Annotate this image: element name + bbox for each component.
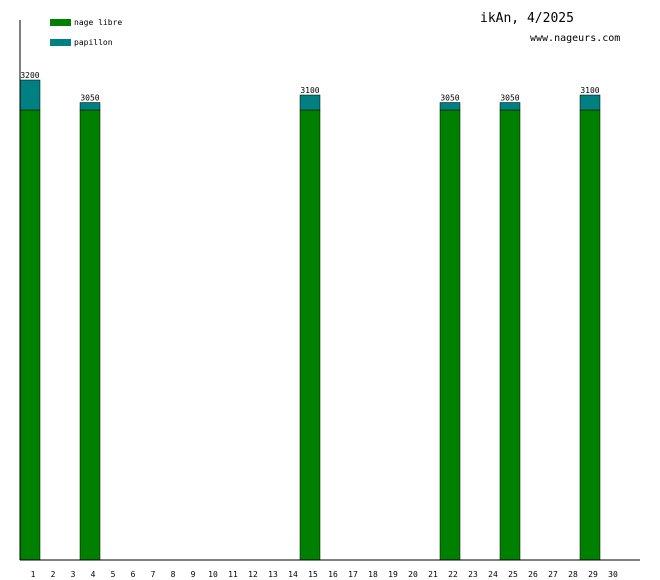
legend: nage libre papillon <box>50 18 122 47</box>
x-tick-label: 8 <box>171 570 176 579</box>
x-tick-labels-group: 1 2 3 4 5 6 7 8 9 10 11 12 13 14 15 16 17 18 19 20 21 22 23 24 2… <box>31 570 618 579</box>
bar-nage-libre-day-4 <box>79 109 101 561</box>
x-tick-label: 26 <box>528 570 538 579</box>
total-label-day-1: 3200 <box>20 71 39 80</box>
bar-nage-libre-day-22 <box>439 109 461 561</box>
bar-nage-libre-day-29 <box>579 109 601 561</box>
total-label-day-25: 3050 <box>500 94 519 103</box>
total-labels-group: 3200 3050 3100 3050 3050 3100 <box>20 71 599 103</box>
bar-papillon-day-15 <box>299 94 321 111</box>
bar-papillon-day-22 <box>439 102 461 111</box>
total-label-day-29: 3100 <box>580 86 599 95</box>
x-tick-label: 19 <box>388 570 398 579</box>
bar-nage-libre-day-25 <box>499 109 521 561</box>
x-tick-label: 25 <box>508 570 518 579</box>
legend-swatch-papillon <box>50 39 71 46</box>
x-tick-label: 29 <box>588 570 598 579</box>
x-tick-label: 14 <box>288 570 298 579</box>
chart-subtitle: www.nageurs.com <box>530 33 620 44</box>
bar-papillon-day-4 <box>79 102 101 111</box>
bar-papillon-day-1 <box>19 79 41 111</box>
bar-papillon-day-29 <box>579 94 601 111</box>
x-tick-label: 13 <box>268 570 278 579</box>
x-tick-label: 9 <box>191 570 196 579</box>
x-tick-label: 30 <box>608 570 618 579</box>
x-tick-label: 21 <box>428 570 438 579</box>
bars-group <box>19 79 601 561</box>
x-tick-label: 18 <box>368 570 378 579</box>
bar-nage-libre-day-15 <box>299 109 321 561</box>
x-tick-label: 10 <box>208 570 218 579</box>
x-tick-label: 17 <box>348 570 358 579</box>
x-tick-label: 12 <box>248 570 258 579</box>
x-tick-label: 27 <box>548 570 558 579</box>
x-tick-label: 20 <box>408 570 418 579</box>
x-tick-label: 2 <box>51 570 56 579</box>
x-tick-label: 11 <box>228 570 238 579</box>
x-tick-label: 28 <box>568 570 578 579</box>
x-tick-label: 4 <box>91 570 96 579</box>
x-tick-label: 16 <box>328 570 338 579</box>
x-tick-label: 6 <box>131 570 136 579</box>
x-tick-label: 1 <box>31 570 36 579</box>
total-label-day-15: 3100 <box>300 86 319 95</box>
bar-nage-libre-day-1 <box>19 109 41 561</box>
total-label-day-4: 3050 <box>80 94 99 103</box>
legend-label-nage-libre: nage libre <box>74 18 122 27</box>
x-tick-label: 23 <box>468 570 478 579</box>
x-tick-label: 15 <box>308 570 318 579</box>
total-label-day-22: 3050 <box>440 94 459 103</box>
legend-swatch-nage-libre <box>50 19 71 26</box>
x-tick-label: 5 <box>111 570 116 579</box>
bar-papillon-day-25 <box>499 102 521 111</box>
x-tick-label: 7 <box>151 570 156 579</box>
x-tick-label: 22 <box>448 570 458 579</box>
legend-label-papillon: papillon <box>74 38 113 47</box>
chart-title: ikAn, 4/2025 <box>480 11 574 26</box>
x-tick-label: 3 <box>71 570 76 579</box>
x-tick-label: 24 <box>488 570 498 579</box>
